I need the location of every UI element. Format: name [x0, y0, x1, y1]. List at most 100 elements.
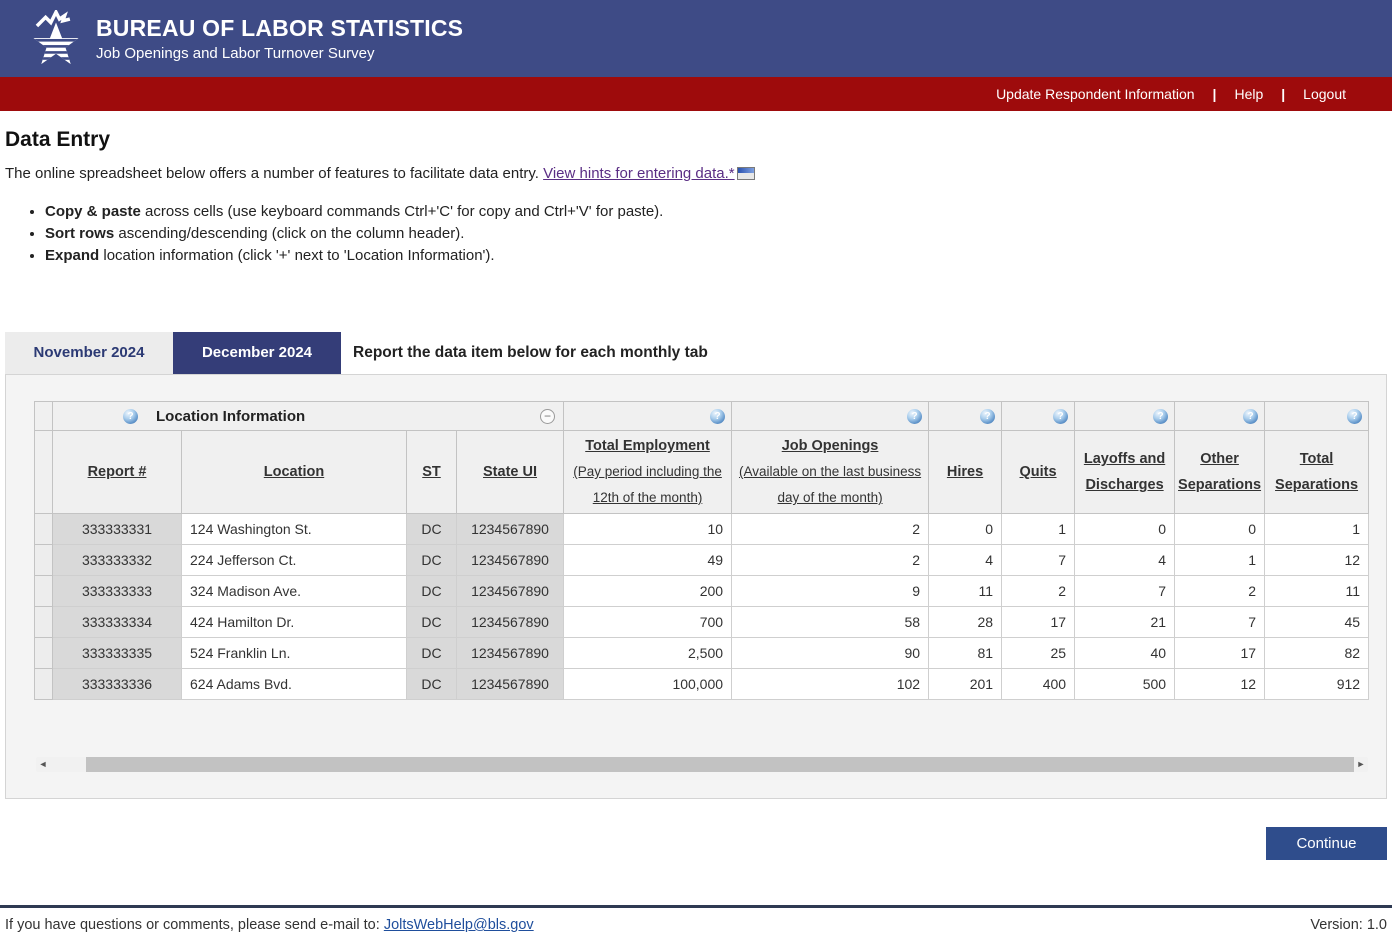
cell-hires[interactable]: 11 — [928, 575, 1003, 607]
row-selector[interactable] — [34, 637, 53, 669]
column-header-layoffs[interactable]: Layoffs and Discharges — [1074, 430, 1176, 514]
column-header-state_ui[interactable]: State UI — [455, 430, 565, 514]
cell-layoffs[interactable]: 500 — [1074, 668, 1176, 700]
cell-quits[interactable]: 7 — [1001, 544, 1076, 576]
cell-hires[interactable]: 0 — [928, 513, 1003, 545]
cell-other_sep[interactable]: 2 — [1174, 575, 1266, 607]
nav-update-respondent-info[interactable]: Update Respondent Information — [996, 86, 1195, 102]
cell-quits[interactable]: 2 — [1001, 575, 1076, 607]
help-icon[interactable]: ? — [710, 408, 726, 424]
column-header-total_sep[interactable]: Total Separations — [1264, 430, 1370, 514]
table-row: 333333335 524 Franklin Ln. DC 1234567890 2,5… — [34, 637, 1370, 669]
cell-total_employment[interactable]: 49 — [563, 544, 733, 576]
spreadsheet-panel: ? Location Information −??????? Report # Loc… — [5, 374, 1387, 799]
help-icon[interactable]: ? — [1347, 408, 1363, 424]
cell-quits[interactable]: 25 — [1001, 637, 1076, 669]
hint-expand: Expand location information (click '+' n… — [45, 247, 1387, 264]
cell-layoffs[interactable]: 0 — [1074, 513, 1176, 545]
cell-quits[interactable]: 17 — [1001, 606, 1076, 638]
month-tab-bar: November 2024 December 2024 Report the d… — [5, 332, 1387, 374]
cell-hires[interactable]: 81 — [928, 637, 1003, 669]
column-header-report[interactable]: Report # — [52, 430, 182, 514]
cell-hires[interactable]: 4 — [928, 544, 1003, 576]
cell-total_employment[interactable]: 200 — [563, 575, 733, 607]
cell-job_openings[interactable]: 58 — [731, 606, 930, 638]
help-icon[interactable]: ? — [1153, 408, 1169, 424]
collapse-icon[interactable]: − — [540, 408, 556, 424]
column-header-quits[interactable]: Quits — [1001, 430, 1076, 514]
row-selector[interactable] — [34, 544, 53, 576]
cell-st: DC — [406, 668, 457, 700]
help-icon[interactable]: ? — [980, 408, 996, 424]
cell-job_openings[interactable]: 2 — [731, 513, 930, 545]
nav-logout[interactable]: Logout — [1303, 86, 1346, 102]
cell-layoffs[interactable]: 40 — [1074, 637, 1176, 669]
cell-layoffs[interactable]: 7 — [1074, 575, 1176, 607]
cell-total_employment[interactable]: 2,500 — [563, 637, 733, 669]
cell-layoffs[interactable]: 4 — [1074, 544, 1176, 576]
cell-total_sep[interactable]: 82 — [1264, 637, 1370, 669]
cell-total_sep[interactable]: 11 — [1264, 575, 1370, 607]
cell-layoffs[interactable]: 21 — [1074, 606, 1176, 638]
table-row: 333333333 324 Madison Ave. DC 1234567890 200… — [34, 575, 1370, 607]
column-help-cell-job_openings: ? — [731, 401, 930, 431]
cell-quits[interactable]: 400 — [1001, 668, 1076, 700]
cell-job_openings[interactable]: 9 — [731, 575, 930, 607]
cell-total_sep[interactable]: 912 — [1264, 668, 1370, 700]
cell-location: 224 Jefferson Ct. — [181, 544, 407, 576]
row-selector[interactable] — [34, 513, 53, 545]
cell-hires[interactable]: 28 — [928, 606, 1003, 638]
cell-job_openings[interactable]: 90 — [731, 637, 930, 669]
row-selector[interactable] — [34, 606, 53, 638]
cell-other_sep[interactable]: 7 — [1174, 606, 1266, 638]
cell-hires[interactable]: 201 — [928, 668, 1003, 700]
column-help-cell-quits: ? — [1001, 401, 1076, 431]
cell-total_employment[interactable]: 100,000 — [563, 668, 733, 700]
cell-other_sep[interactable]: 17 — [1174, 637, 1266, 669]
help-icon[interactable]: ? — [1243, 408, 1259, 424]
cell-location: 624 Adams Bvd. — [181, 668, 407, 700]
cell-st: DC — [406, 513, 457, 545]
help-icon[interactable]: ? — [907, 408, 923, 424]
tab-december-2024[interactable]: December 2024 — [173, 332, 341, 374]
row-selector[interactable] — [34, 668, 53, 700]
column-header-st[interactable]: ST — [406, 430, 457, 514]
column-header-total_employment[interactable]: Total Employment (Pay period including th… — [563, 430, 733, 514]
column-header-other_sep[interactable]: Other Separations — [1174, 430, 1266, 514]
column-header-label: Location — [263, 464, 325, 480]
scroll-left-arrow-icon[interactable]: ◄ — [38, 759, 48, 769]
nav-divider: | — [1212, 86, 1217, 102]
horizontal-scrollbar[interactable]: ◄ ► — [36, 757, 1368, 772]
column-header-location[interactable]: Location — [181, 430, 407, 514]
cell-other_sep[interactable]: 12 — [1174, 668, 1266, 700]
table-row: 333333332 224 Jefferson Ct. DC 1234567890 49… — [34, 544, 1370, 576]
view-hints-link[interactable]: View hints for entering data.* — [543, 165, 735, 182]
cell-total_sep[interactable]: 1 — [1264, 513, 1370, 545]
column-header-note: (Pay period including the 12th of the mo… — [573, 464, 722, 505]
footer-contact: If you have questions or comments, pleas… — [5, 917, 534, 933]
cell-other_sep[interactable]: 1 — [1174, 544, 1266, 576]
cell-total_sep[interactable]: 12 — [1264, 544, 1370, 576]
email-help-link[interactable]: JoltsWebHelp@bls.gov — [383, 917, 534, 933]
row-selector[interactable] — [34, 575, 53, 607]
intro-paragraph: The online spreadsheet below offers a nu… — [5, 165, 1387, 182]
cell-total_sep[interactable]: 45 — [1264, 606, 1370, 638]
cell-total_employment[interactable]: 700 — [563, 606, 733, 638]
help-icon[interactable]: ? — [1053, 408, 1069, 424]
cell-job_openings[interactable]: 2 — [731, 544, 930, 576]
scrollbar-thumb[interactable] — [86, 757, 1354, 772]
column-header-job_openings[interactable]: Job Openings (Available on the last busin… — [731, 430, 930, 514]
app-header: BUREAU OF LABOR STATISTICS Job Openings … — [0, 0, 1392, 77]
cell-job_openings[interactable]: 102 — [731, 668, 930, 700]
help-wrap: ? — [1266, 408, 1368, 424]
tab-november-2024[interactable]: November 2024 — [5, 332, 173, 374]
cell-total_employment[interactable]: 10 — [563, 513, 733, 545]
continue-button[interactable]: Continue — [1266, 827, 1387, 860]
column-header-hires[interactable]: Hires — [928, 430, 1003, 514]
cell-quits[interactable]: 1 — [1001, 513, 1076, 545]
hint-copy-paste: Copy & paste across cells (use keyboard … — [45, 203, 1387, 220]
cell-other_sep[interactable]: 0 — [1174, 513, 1266, 545]
help-icon[interactable]: ? — [123, 408, 138, 424]
scroll-right-arrow-icon[interactable]: ► — [1356, 759, 1366, 769]
nav-help[interactable]: Help — [1234, 86, 1264, 102]
